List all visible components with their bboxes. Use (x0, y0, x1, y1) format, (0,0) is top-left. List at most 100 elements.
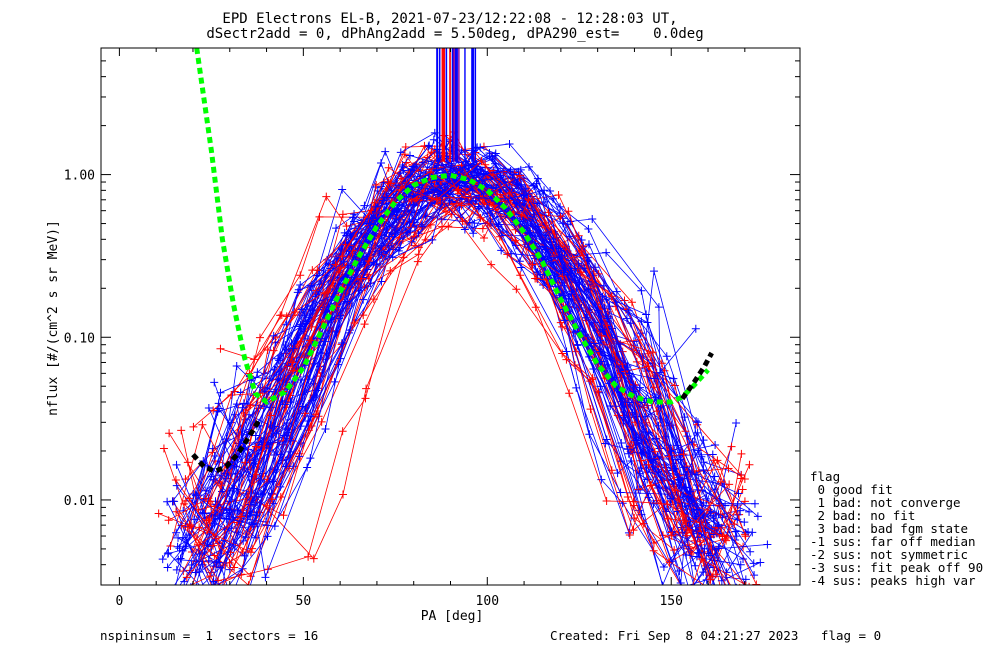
spectrum-trace (175, 180, 692, 534)
data-point (470, 219, 479, 228)
data-point (663, 500, 672, 509)
data-point (252, 442, 261, 451)
data-point (172, 565, 181, 574)
data-point (617, 439, 626, 448)
data-point (289, 366, 298, 375)
data-point (607, 466, 616, 475)
data-point (447, 161, 456, 170)
data-point (469, 229, 478, 238)
data-point (481, 160, 490, 169)
data-point (629, 497, 638, 506)
data-point (317, 417, 326, 426)
data-point (736, 474, 745, 483)
data-point (691, 324, 700, 333)
data-point (190, 589, 198, 597)
data-point (246, 401, 255, 410)
data-point (209, 577, 218, 585)
data-point (602, 248, 611, 257)
data-point (279, 511, 288, 520)
data-point (195, 568, 204, 577)
data-point (558, 322, 567, 331)
data-point (397, 183, 406, 192)
y-tick-label: 0.10 (64, 331, 95, 346)
data-point (309, 554, 318, 563)
data-point (691, 561, 700, 570)
data-point (272, 429, 281, 438)
data-point (637, 449, 646, 458)
data-point (683, 432, 692, 441)
data-point (180, 577, 189, 585)
data-point (170, 588, 178, 596)
data-point (588, 375, 597, 384)
x-tick-label: 150 (659, 594, 682, 609)
data-point (699, 436, 708, 445)
data-point (519, 216, 528, 225)
spectrum-trace (187, 193, 717, 582)
data-point (164, 516, 173, 525)
data-point (203, 594, 211, 602)
data-point (240, 551, 249, 560)
data-point (539, 197, 548, 206)
data-point (517, 212, 526, 221)
data-point (667, 531, 676, 540)
data-point (457, 201, 466, 210)
x-tick-label: 100 (476, 594, 499, 609)
data-point (409, 233, 418, 242)
data-point (504, 194, 513, 203)
spectrum-trace (176, 163, 738, 571)
data-point (622, 314, 631, 323)
data-point (322, 192, 331, 201)
data-point (682, 550, 691, 559)
spectrum-trace (228, 152, 693, 585)
legend-item: 1 bad: not converge (810, 495, 961, 510)
data-point (288, 358, 297, 367)
data-point (700, 544, 709, 553)
data-point (244, 581, 253, 585)
x-axis: 0 50 100 150 (115, 48, 746, 609)
data-point (348, 213, 357, 222)
data-point (425, 141, 434, 150)
data-point (338, 185, 347, 194)
data-point (361, 394, 370, 403)
data-point (286, 447, 295, 456)
data-point (584, 240, 593, 249)
data-point (644, 493, 653, 502)
data-point (748, 582, 750, 585)
data-point (426, 167, 435, 176)
data-point (723, 531, 732, 540)
spectrum-trace (185, 189, 725, 585)
data-point (301, 403, 310, 412)
data-point (750, 499, 759, 508)
data-point (174, 555, 183, 564)
data-point (662, 352, 671, 361)
data-point (480, 234, 489, 243)
data-point (336, 263, 345, 272)
data-point (164, 548, 173, 557)
data-point (414, 243, 423, 252)
data-point (445, 196, 454, 205)
data-point (364, 256, 373, 265)
data-point (554, 191, 563, 200)
data-point (201, 486, 210, 495)
data-point (725, 480, 734, 489)
data-point (628, 408, 637, 417)
data-point (636, 485, 645, 494)
data-point (407, 196, 416, 205)
data-point (659, 563, 668, 572)
data-point (189, 490, 198, 499)
data-point (711, 440, 720, 449)
data-point (250, 355, 259, 364)
data-point (227, 391, 236, 400)
data-point (286, 436, 295, 445)
data-point (301, 317, 310, 326)
data-point (370, 198, 379, 207)
data-point (714, 543, 723, 552)
data-point (453, 186, 462, 195)
legend-item: 2 bad: no fit (810, 508, 915, 523)
data-point (584, 285, 593, 294)
data-point (331, 260, 340, 269)
spectrum-trace (190, 198, 747, 585)
data-point (505, 189, 514, 198)
spectrum-trace (215, 191, 741, 566)
data-point (496, 212, 505, 221)
